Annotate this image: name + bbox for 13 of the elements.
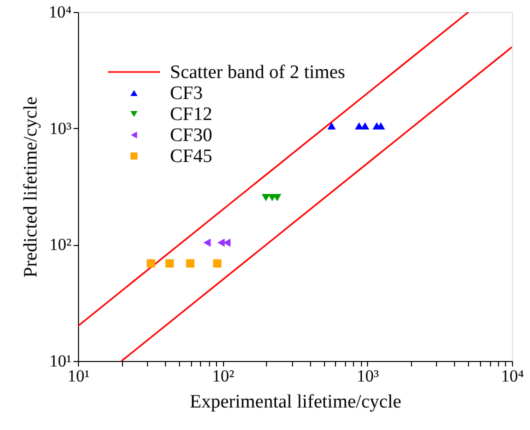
legend-label: CF45 [170,146,212,167]
legend-label: CF12 [170,104,212,125]
x-tick-label: 10³ [356,366,379,386]
x-tick-label: 10⁴ [501,366,524,386]
legend-label: CF3 [170,83,203,104]
y-tick-label: 10⁴ [48,2,72,22]
legend-label: Scatter band of 2 times [170,62,346,83]
x-axis-title: Experimental lifetime/cycle [190,392,402,412]
y-tick-label: 10² [49,235,72,254]
y-tick-label: 10³ [49,118,72,138]
y-axis-title: Predicted lifetime/cycle [20,96,42,278]
x-tick-label: 10² [212,366,234,386]
legend-label: CF30 [170,125,212,146]
